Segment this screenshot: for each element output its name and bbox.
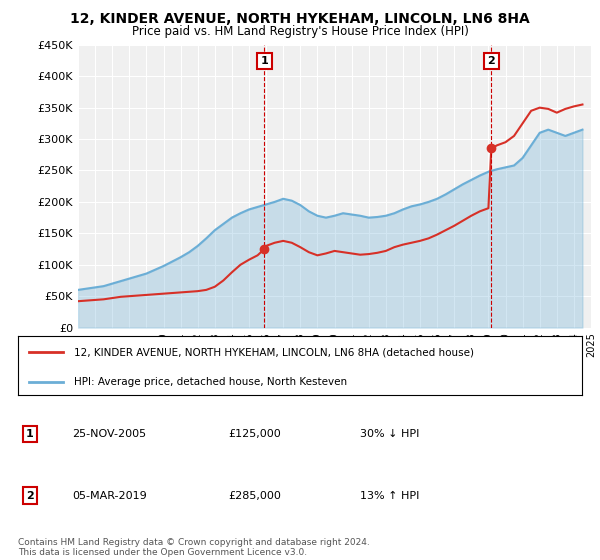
Text: 1: 1 (26, 429, 34, 439)
Text: 12, KINDER AVENUE, NORTH HYKEHAM, LINCOLN, LN6 8HA: 12, KINDER AVENUE, NORTH HYKEHAM, LINCOL… (70, 12, 530, 26)
Text: 2: 2 (26, 491, 34, 501)
Text: 2: 2 (487, 56, 495, 66)
Text: Price paid vs. HM Land Registry's House Price Index (HPI): Price paid vs. HM Land Registry's House … (131, 25, 469, 38)
Text: £125,000: £125,000 (228, 429, 281, 439)
Text: 1: 1 (260, 56, 268, 66)
Text: 25-NOV-2005: 25-NOV-2005 (72, 429, 146, 439)
Text: 12, KINDER AVENUE, NORTH HYKEHAM, LINCOLN, LN6 8HA (detached house): 12, KINDER AVENUE, NORTH HYKEHAM, LINCOL… (74, 347, 475, 357)
Text: 30% ↓ HPI: 30% ↓ HPI (360, 429, 419, 439)
Text: Contains HM Land Registry data © Crown copyright and database right 2024.
This d: Contains HM Land Registry data © Crown c… (18, 538, 370, 557)
Text: 05-MAR-2019: 05-MAR-2019 (72, 491, 147, 501)
Text: £285,000: £285,000 (228, 491, 281, 501)
Text: 13% ↑ HPI: 13% ↑ HPI (360, 491, 419, 501)
Text: HPI: Average price, detached house, North Kesteven: HPI: Average price, detached house, Nort… (74, 377, 347, 387)
